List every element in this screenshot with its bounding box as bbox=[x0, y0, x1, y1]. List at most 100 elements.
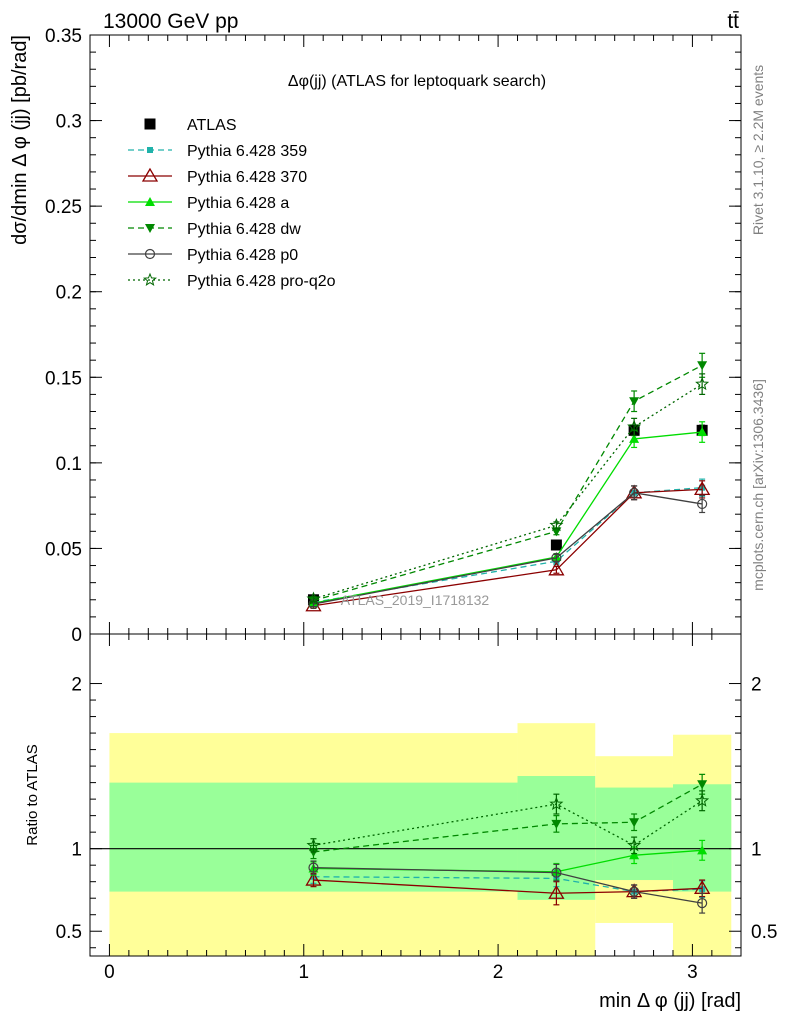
legend-marker bbox=[145, 197, 155, 206]
series-line-pp0 bbox=[313, 867, 703, 904]
ratio-y-tick-label: 0.5 bbox=[56, 922, 82, 943]
legend-marker bbox=[141, 167, 159, 182]
series-ATLAS bbox=[307, 424, 708, 606]
legend-label: Pythia 6.428 pro-q2o bbox=[187, 273, 336, 290]
data-point-pq2o bbox=[306, 837, 321, 852]
x-tick-label: 1 bbox=[298, 962, 309, 983]
mcplots-label: mcplots.cern.ch [arXiv:1306.3436] bbox=[750, 379, 766, 591]
ratio-plot-panel: 0.5 0.5 1 1 2 2 0 1 2 3 Ratio to ATLAS min Δ φ (j… bbox=[24, 633, 777, 1012]
series-p359 bbox=[310, 478, 706, 606]
data-point-pq2o bbox=[627, 419, 642, 433]
legend-item-pq2o: Pythia 6.428 pro-q2o bbox=[128, 272, 336, 290]
series-pp0 bbox=[308, 485, 708, 610]
energy-label: 13000 GeV pp bbox=[103, 10, 238, 33]
data-point-pp0 bbox=[308, 862, 319, 873]
legend-marker bbox=[147, 147, 153, 153]
data-point-p370 bbox=[694, 481, 711, 496]
series-line-pdw bbox=[313, 364, 703, 602]
main-y-axis-label: dσ/dmin Δ φ (jj) [pb/rad] bbox=[9, 35, 31, 245]
x-tick-label: 0 bbox=[104, 962, 115, 983]
series-line-pq2o bbox=[313, 383, 703, 600]
data-point-pdw bbox=[629, 818, 640, 828]
legend-label: Pythia 6.428 dw bbox=[187, 221, 301, 238]
series-line-pp0 bbox=[313, 492, 703, 605]
legend: ATLAS Pythia 6.428 359 Pythia 6.428 370 Pyt… bbox=[128, 117, 336, 290]
x-axis-label: min Δ φ (jj) [rad] bbox=[599, 990, 741, 1012]
y-tick-label: 0.3 bbox=[56, 112, 82, 133]
ratio-y-tick-label-right: 2 bbox=[751, 675, 762, 696]
y-tick-label: 0 bbox=[71, 625, 82, 646]
data-point-pp0 bbox=[697, 498, 708, 510]
legend-marker bbox=[144, 248, 156, 260]
legend-item-pdw: Pythia 6.428 dw bbox=[128, 221, 301, 238]
data-point-pq2o bbox=[695, 793, 710, 807]
legend-marker bbox=[144, 118, 156, 130]
data-point-pq2o bbox=[549, 796, 564, 811]
chart-title: Δφ(jj) (ATLAS for leptoquark search) bbox=[288, 73, 546, 90]
legend-label: Pythia 6.428 370 bbox=[187, 169, 307, 186]
legend-item-ATLAS: ATLAS bbox=[144, 117, 237, 134]
data-point-pa bbox=[697, 427, 708, 437]
legend-marker bbox=[142, 272, 158, 286]
data-point-pa bbox=[629, 850, 640, 860]
legend-label: ATLAS bbox=[187, 117, 237, 134]
series-pa bbox=[308, 421, 708, 608]
y-tick-label: 0.25 bbox=[45, 197, 82, 218]
ratio-y-axis-label: Ratio to ATLAS bbox=[24, 744, 41, 845]
data-point-p370 bbox=[548, 561, 565, 576]
y-tick-label: 0.1 bbox=[56, 454, 82, 475]
ratio-y-tick-label: 2 bbox=[71, 675, 82, 696]
ratio-y-tick-label-right: 1 bbox=[751, 840, 762, 861]
data-point-pa bbox=[629, 433, 640, 443]
data-point-pp0 bbox=[629, 487, 640, 498]
data-point-pq2o bbox=[627, 837, 642, 852]
green-band bbox=[595, 787, 673, 881]
x-tick-label: 3 bbox=[687, 962, 698, 983]
series-pq2o bbox=[306, 790, 710, 855]
legend-marker bbox=[145, 224, 155, 233]
data-point-ATLAS bbox=[550, 539, 562, 551]
data-point-pp0 bbox=[551, 552, 562, 563]
series-line-pdw bbox=[313, 783, 703, 853]
ratio-plot-frame bbox=[89, 633, 742, 957]
series-pp0 bbox=[308, 860, 708, 914]
data-point-pp0 bbox=[629, 886, 640, 897]
data-point-pq2o bbox=[306, 591, 321, 605]
y-tick-label: 0.15 bbox=[45, 368, 82, 389]
main-plot-panel: 0 0.05 0.1 0.15 0.2 0.25 0.3 0.35 Δφ(jj) (ATLAS… bbox=[9, 26, 742, 646]
data-point-pp0 bbox=[697, 898, 708, 909]
legend-item-p359: Pythia 6.428 359 bbox=[128, 143, 307, 160]
ratio-y-tick-label-right: 0.5 bbox=[751, 922, 777, 943]
data-point-pdw bbox=[697, 780, 708, 790]
series-line-p370 bbox=[313, 488, 703, 607]
analysis-watermark: ATLAS_2019_I1718132 bbox=[341, 592, 490, 608]
rivet-label: Rivet 3.1.10, ≥ 2.2M events bbox=[750, 65, 766, 235]
legend-item-p370: Pythia 6.428 370 bbox=[128, 167, 307, 186]
uncertainty-bands bbox=[109, 723, 732, 956]
series-pdw bbox=[308, 352, 708, 606]
series-pq2o bbox=[306, 373, 710, 605]
series-line-pq2o bbox=[313, 800, 703, 847]
data-point-pdw bbox=[697, 361, 708, 371]
legend-label: Pythia 6.428 a bbox=[187, 195, 289, 212]
series-line-pa bbox=[313, 431, 703, 604]
data-point-pp0 bbox=[551, 867, 562, 878]
legend-item-pa: Pythia 6.428 a bbox=[128, 195, 289, 212]
series-pdw bbox=[308, 773, 708, 860]
legend-label: Pythia 6.428 359 bbox=[187, 143, 307, 160]
legend-item-pp0: Pythia 6.428 p0 bbox=[128, 247, 298, 264]
series-line-p359 bbox=[313, 487, 703, 603]
data-point-pdw bbox=[551, 819, 562, 829]
series-line-p370 bbox=[313, 879, 703, 894]
data-point-pq2o bbox=[549, 517, 564, 532]
y-tick-label: 0.35 bbox=[45, 26, 82, 47]
legend-label: Pythia 6.428 p0 bbox=[187, 247, 298, 264]
data-point-pdw bbox=[629, 397, 640, 407]
ratio-y-tick-label: 1 bbox=[71, 840, 82, 861]
data-point-pa bbox=[697, 845, 708, 855]
y-tick-label: 0.2 bbox=[56, 283, 82, 304]
data-point-p370 bbox=[548, 884, 565, 899]
process-label: tt̄ bbox=[727, 10, 739, 33]
x-tick-label: 2 bbox=[493, 962, 504, 983]
